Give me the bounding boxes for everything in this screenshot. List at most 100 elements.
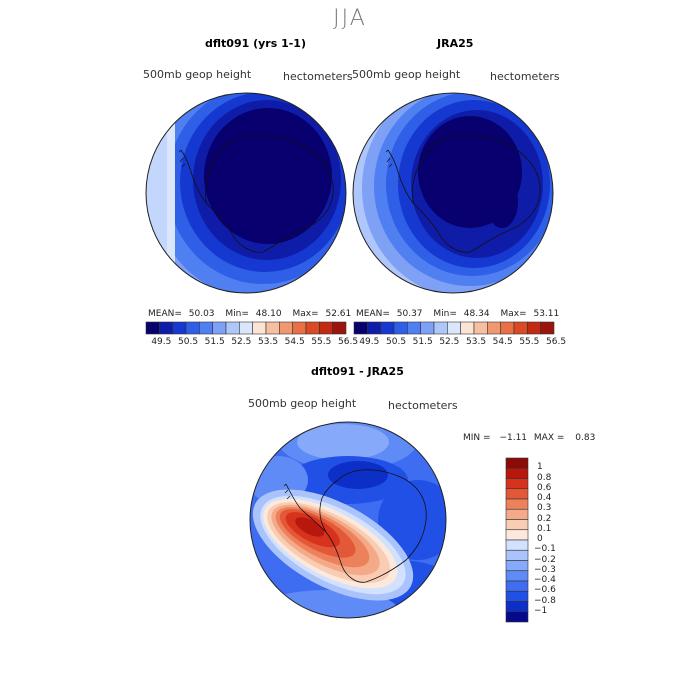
colorbar-swatch xyxy=(473,321,488,335)
colorbar-swatch xyxy=(505,508,529,520)
panel-1-colorbar-ticks: 49.5 50.5 51.5 52.5 53.5 54.5 55.5 56.5 xyxy=(146,337,358,349)
colorbar-swatch xyxy=(505,611,529,623)
panel-1-stats: MEAN= 50.03 Min= 48.10 Max= 52.61 xyxy=(148,309,351,319)
colorbar-swatch xyxy=(199,321,213,335)
panel-1-max: 52.61 xyxy=(325,309,352,319)
colorbar-swatch xyxy=(505,467,529,479)
colorbar-swatch xyxy=(145,321,160,335)
panel-2-colorbar xyxy=(353,321,555,335)
colorbar-swatch xyxy=(172,321,187,335)
colorbar-swatch xyxy=(252,321,267,335)
panel-3-variable: 500mb geop height xyxy=(248,397,357,410)
colorbar-tick-label: 0.1 xyxy=(537,523,552,534)
colorbar-tick-label: 49.5 xyxy=(151,337,172,347)
colorbar-swatch xyxy=(225,321,240,335)
panel-2-units: hectometers xyxy=(490,70,560,83)
colorbar-tick-label: 52.5 xyxy=(231,337,252,347)
colorbar-tick-label: −0.1 xyxy=(534,544,556,555)
panel-1-variable: 500mb geop height xyxy=(143,68,252,81)
colorbar-swatch xyxy=(393,321,408,335)
panel-2-mean: 50.37 xyxy=(396,309,423,319)
colorbar-swatch xyxy=(505,580,529,592)
season-title: JJA xyxy=(333,6,367,31)
colorbar-tick-label: 55.5 xyxy=(519,337,540,347)
colorbar-tick-label: 49.5 xyxy=(359,337,380,347)
colorbar-swatch xyxy=(505,560,529,572)
panel-1-colorbar xyxy=(145,321,347,335)
colorbar-swatch xyxy=(420,321,435,335)
panel-1-max-label: Max= xyxy=(292,309,319,319)
panel-1-title: dflt091 (yrs 1-1) xyxy=(205,37,306,50)
colorbar-tick-label: 0.6 xyxy=(537,482,552,493)
colorbar-swatch xyxy=(447,321,461,335)
colorbar-swatch xyxy=(505,570,529,582)
colorbar-swatch xyxy=(332,321,347,335)
colorbar-swatch xyxy=(505,488,529,500)
colorbar-swatch xyxy=(433,321,448,335)
colorbar-tick-label: 51.5 xyxy=(412,337,433,347)
colorbar-swatch xyxy=(505,519,529,531)
panel-3-max: 0.83 xyxy=(575,433,596,443)
colorbar-tick-label: 50.5 xyxy=(178,337,199,347)
colorbar-swatch xyxy=(239,321,253,335)
panel-2-colorbar-ticks: 49.5 50.5 51.5 52.5 53.5 54.5 55.5 56.5 xyxy=(354,337,566,349)
panel-2-stats: MEAN= 50.37 Min= 48.34 Max= 53.11 xyxy=(356,309,559,319)
panel-3-stats: MIN = −1.11 MAX = 0.83 xyxy=(463,433,595,443)
colorbar-tick-label: 1 xyxy=(537,462,543,473)
colorbar-swatch xyxy=(319,321,333,335)
panel-3-min-label: MIN = xyxy=(463,433,491,443)
panel-3-min: −1.11 xyxy=(499,433,528,443)
panel-2-title: JRA25 xyxy=(437,37,474,50)
colorbar-tick-label: 53.5 xyxy=(258,337,279,347)
colorbar-swatch xyxy=(279,321,293,335)
panel-3-title: dflt091 - JRA25 xyxy=(311,365,404,378)
colorbar-swatch xyxy=(212,321,227,335)
colorbar-tick-label: −0.3 xyxy=(534,564,556,575)
colorbar-swatch xyxy=(380,321,395,335)
panel-2-max-label: Max= xyxy=(500,309,527,319)
colorbar-tick-label: −0.6 xyxy=(534,585,556,596)
colorbar-swatch xyxy=(460,321,475,335)
colorbar-swatch xyxy=(487,321,501,335)
colorbar-swatch xyxy=(305,321,320,335)
panel-1-min-label: Min= xyxy=(225,309,249,319)
colorbar-swatch xyxy=(353,321,368,335)
colorbar-swatch xyxy=(505,539,529,551)
colorbar-tick-label: 0 xyxy=(537,534,543,544)
colorbar-swatch xyxy=(513,321,528,335)
colorbar-tick-label: 56.5 xyxy=(546,337,567,347)
colorbar-swatch xyxy=(292,321,307,335)
colorbar-tick-label: 0.4 xyxy=(537,493,552,503)
panel-3-max-label: MAX = xyxy=(533,433,565,443)
colorbar-tick-label: 0.3 xyxy=(537,503,552,514)
colorbar-tick-label: −1 xyxy=(534,605,548,616)
colorbar-swatch xyxy=(505,498,529,510)
colorbar-swatch xyxy=(505,549,529,561)
colorbar-tick-label: 55.5 xyxy=(311,337,332,347)
colorbar-swatch xyxy=(500,321,515,335)
colorbar-tick-label: 51.5 xyxy=(204,337,225,347)
colorbar-tick-label: −0.8 xyxy=(534,595,556,606)
colorbar-tick-label: 50.5 xyxy=(386,337,407,347)
panel-2-map xyxy=(352,92,554,294)
panel-2-max: 53.11 xyxy=(533,309,560,319)
colorbar-tick-label: 53.5 xyxy=(466,337,487,347)
colorbar-tick-label: 54.5 xyxy=(492,337,513,347)
panel-2-mean-label: MEAN= xyxy=(356,309,390,319)
colorbar-swatch xyxy=(540,321,555,335)
colorbar-swatch xyxy=(159,321,173,335)
colorbar-swatch xyxy=(505,478,529,490)
colorbar-swatch xyxy=(367,321,381,335)
panel-1-map xyxy=(145,92,347,294)
panel-1-units: hectometers xyxy=(283,70,353,83)
panel-2-min-label: Min= xyxy=(433,309,457,319)
colorbar-swatch xyxy=(505,529,529,541)
panel-2-min: 48.34 xyxy=(463,309,490,319)
colorbar-swatch xyxy=(407,321,421,335)
colorbar-tick-label: −0.4 xyxy=(534,575,556,585)
colorbar-swatch xyxy=(505,457,529,469)
colorbar-swatch xyxy=(185,321,200,335)
colorbar-tick-label: −0.2 xyxy=(534,554,556,565)
colorbar-swatch xyxy=(505,601,529,613)
panel-1-min: 48.10 xyxy=(255,309,282,319)
